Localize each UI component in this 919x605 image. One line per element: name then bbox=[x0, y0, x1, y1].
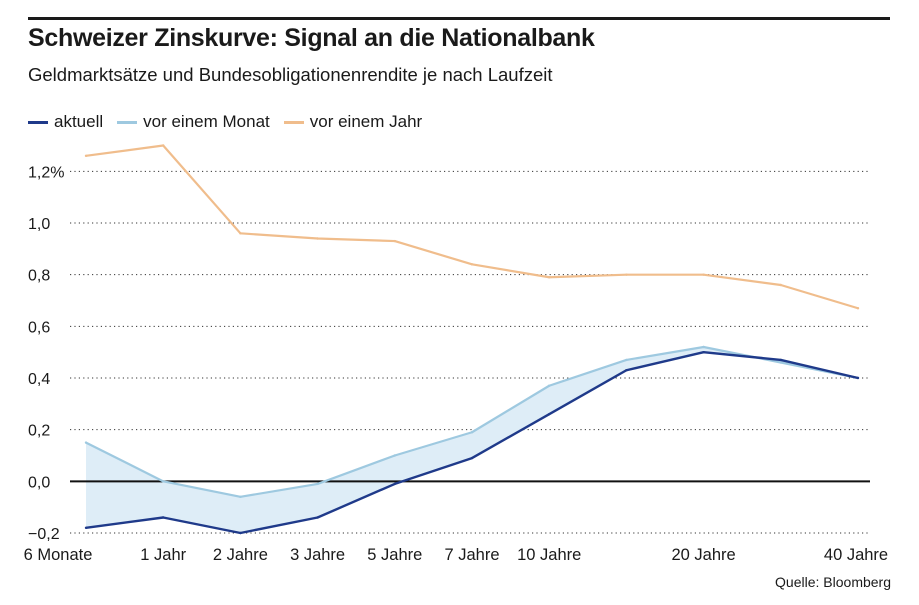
x-tick-label-3: 3 Jahre bbox=[290, 546, 345, 564]
data-point-vor-einem-jahr-4 bbox=[393, 239, 396, 243]
data-point-aktuell-8 bbox=[702, 350, 705, 354]
legend-item-vor-einem-monat: vor einem Monat bbox=[117, 112, 270, 132]
y-tick-label-6: 1,0 bbox=[28, 216, 50, 233]
data-point-vor-einem-monat-1 bbox=[162, 480, 165, 483]
data-point-aktuell-3 bbox=[316, 516, 319, 519]
x-tick-label-6: 10 Jahre bbox=[517, 546, 581, 564]
data-point-vor-einem-monat-5 bbox=[470, 431, 474, 434]
chart-title: Schweizer Zinskurve: Signal an die Natio… bbox=[28, 24, 595, 52]
legend-item-aktuell: aktuell bbox=[28, 112, 103, 132]
x-tick-label-5: 7 Jahre bbox=[444, 546, 499, 564]
legend-swatch-aktuell bbox=[28, 120, 48, 124]
data-point-vor-einem-jahr-6 bbox=[548, 276, 551, 279]
x-tick-label-8: 20 Jahre bbox=[671, 546, 735, 564]
data-point-vor-einem-jahr-3 bbox=[316, 237, 319, 240]
legend-swatch-vor-einem-jahr bbox=[283, 120, 304, 124]
x-tick-label-0: 6 Monate bbox=[24, 546, 93, 564]
data-point-aktuell-9 bbox=[779, 358, 782, 362]
data-point-vor-einem-monat-7 bbox=[625, 358, 628, 362]
data-point-vor-einem-jahr-8 bbox=[702, 273, 705, 276]
data-point-aktuell-1 bbox=[162, 516, 165, 519]
data-point-aktuell-10 bbox=[856, 376, 860, 380]
data-point-aktuell-0 bbox=[84, 526, 88, 530]
series-line-vor-einem-jahr bbox=[85, 144, 859, 310]
data-point-aktuell-7 bbox=[625, 369, 628, 372]
data-point-vor-einem-jahr-9 bbox=[779, 283, 782, 287]
area-between-aktuell-monat bbox=[86, 347, 858, 533]
data-point-vor-einem-jahr-2 bbox=[239, 232, 242, 235]
data-point-vor-einem-jahr-1 bbox=[162, 144, 165, 147]
data-point-aktuell-6 bbox=[548, 412, 551, 416]
data-point-aktuell-4 bbox=[393, 482, 396, 486]
x-tick-label-1: 1 Jahr bbox=[140, 546, 186, 564]
data-point-vor-einem-jahr-0 bbox=[84, 154, 88, 158]
y-tick-label-3: 0,4 bbox=[28, 371, 50, 388]
data-point-vor-einem-jahr-10 bbox=[856, 307, 860, 310]
top-rule bbox=[28, 17, 890, 20]
chart-subtitle: Geldmarktsätze und Bundesobligationenren… bbox=[28, 64, 553, 85]
data-point-vor-einem-jahr-7 bbox=[625, 273, 628, 276]
y-tick-label-0: −0,2 bbox=[28, 526, 60, 543]
data-point-aktuell-2 bbox=[239, 531, 242, 535]
data-point-vor-einem-monat-0 bbox=[84, 441, 88, 444]
source-note: Quelle: Bloomberg bbox=[775, 574, 891, 590]
legend-item-vor-einem-jahr: vor einem Jahr bbox=[283, 112, 423, 132]
data-point-vor-einem-monat-3 bbox=[316, 482, 319, 486]
y-tick-label-7: 1,2% bbox=[28, 164, 64, 181]
data-point-vor-einem-monat-8 bbox=[702, 345, 705, 349]
x-tick-label-4: 5 Jahre bbox=[367, 546, 422, 564]
legend-label-aktuell: aktuell bbox=[54, 112, 104, 131]
data-point-aktuell-5 bbox=[470, 456, 474, 460]
legend-label-vor-einem-monat: vor einem Monat bbox=[143, 112, 270, 131]
x-tick-label-10: 40 Jahre bbox=[824, 546, 888, 564]
legend: aktuell vor einem Monat vor einem Jahr bbox=[28, 112, 436, 132]
data-point-vor-einem-jahr-5 bbox=[470, 263, 474, 266]
legend-swatch-vor-einem-monat bbox=[117, 120, 138, 124]
data-point-vor-einem-monat-2 bbox=[239, 495, 242, 499]
legend-label-vor-einem-jahr: vor einem Jahr bbox=[309, 112, 423, 131]
y-tick-label-1: 0,0 bbox=[28, 474, 50, 491]
x-tick-label-2: 2 Jahre bbox=[213, 546, 268, 564]
y-tick-label-4: 0,6 bbox=[28, 319, 50, 336]
data-point-vor-einem-monat-6 bbox=[548, 384, 551, 387]
data-point-vor-einem-monat-4 bbox=[393, 454, 396, 457]
y-tick-label-2: 0,2 bbox=[28, 423, 50, 440]
series-line-vor-einem-monat bbox=[85, 345, 859, 498]
data-point-vor-einem-monat-9 bbox=[779, 361, 782, 364]
y-tick-label-5: 0,8 bbox=[28, 268, 50, 285]
